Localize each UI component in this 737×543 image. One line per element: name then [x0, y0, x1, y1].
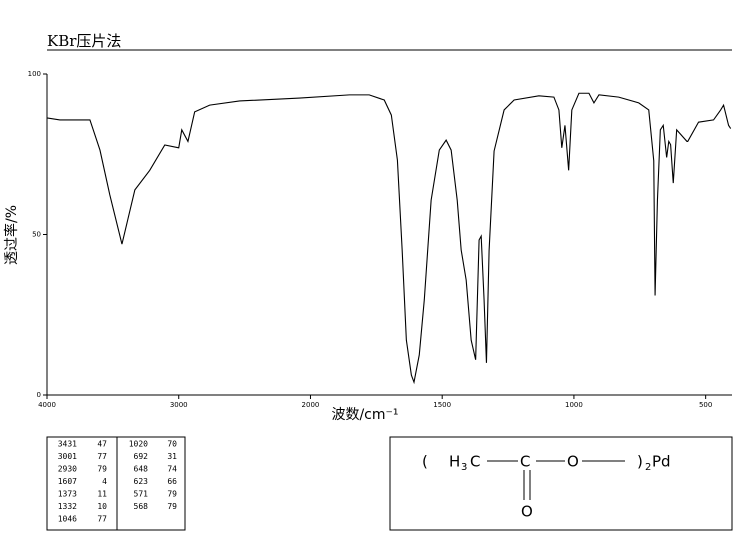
x-tick-label: 500	[699, 401, 712, 409]
peak-wavenumber: 648	[134, 465, 149, 474]
x-tick-label: 4000	[38, 401, 56, 409]
peak-transmittance: 31	[167, 452, 177, 461]
peak-wavenumber: 1020	[129, 440, 148, 449]
peak-wavenumber: 1373	[58, 490, 77, 499]
y-tick-label: 0	[37, 391, 41, 399]
peak-transmittance: 79	[167, 502, 177, 511]
structure-text: O	[521, 503, 533, 521]
peak-wavenumber: 568	[134, 502, 149, 511]
structure-text: Pd	[652, 453, 671, 471]
peak-wavenumber: 1332	[58, 502, 77, 511]
x-axis-label: 波数/cm⁻¹	[331, 407, 398, 423]
structure-text: 3	[461, 462, 467, 473]
peak-wavenumber: 3431	[58, 440, 77, 449]
y-tick-label: 50	[32, 231, 41, 239]
peak-transmittance: 74	[167, 465, 177, 474]
peak-wavenumber: 1607	[58, 477, 77, 486]
x-tick-label: 1000	[565, 401, 583, 409]
peak-transmittance: 4	[102, 477, 107, 486]
structure-text: 2	[645, 462, 651, 473]
structure-box	[389, 436, 733, 531]
bonds	[487, 460, 625, 500]
peak-transmittance: 11	[97, 490, 107, 499]
peak-transmittance: 66	[167, 477, 177, 486]
peak-transmittance: 10	[97, 502, 107, 511]
peak-wavenumber: 623	[134, 477, 149, 486]
peak-wavenumber: 2930	[58, 465, 77, 474]
y-axis-label: 透过率/%	[3, 205, 20, 265]
peak-transmittance: 79	[97, 465, 107, 474]
structure-text: (	[422, 453, 428, 471]
y-tick-label: 100	[28, 70, 41, 78]
structure-text: C	[470, 453, 480, 471]
x-tick-label: 3000	[170, 401, 188, 409]
structure-text: O	[567, 453, 579, 471]
structure-text: )	[637, 453, 643, 471]
structure-text: H	[449, 453, 460, 471]
peak-wavenumber: 3001	[58, 452, 77, 461]
peak-wavenumber: 571	[134, 490, 149, 499]
chart-title: KBr压片法	[47, 32, 121, 50]
peak-table	[46, 436, 186, 531]
peak-transmittance: 79	[167, 490, 177, 499]
peak-transmittance: 77	[97, 515, 107, 524]
x-tick-label: 2000	[302, 401, 320, 409]
peak-wavenumber: 692	[134, 452, 149, 461]
peak-transmittance: 77	[97, 452, 107, 461]
x-tick-label: 1500	[433, 401, 451, 409]
structure-text: C	[520, 453, 530, 471]
peak-transmittance: 70	[167, 440, 177, 449]
spectrum-line	[46, 92, 732, 385]
peak-transmittance: 47	[97, 440, 107, 449]
peak-wavenumber: 1046	[58, 515, 77, 524]
